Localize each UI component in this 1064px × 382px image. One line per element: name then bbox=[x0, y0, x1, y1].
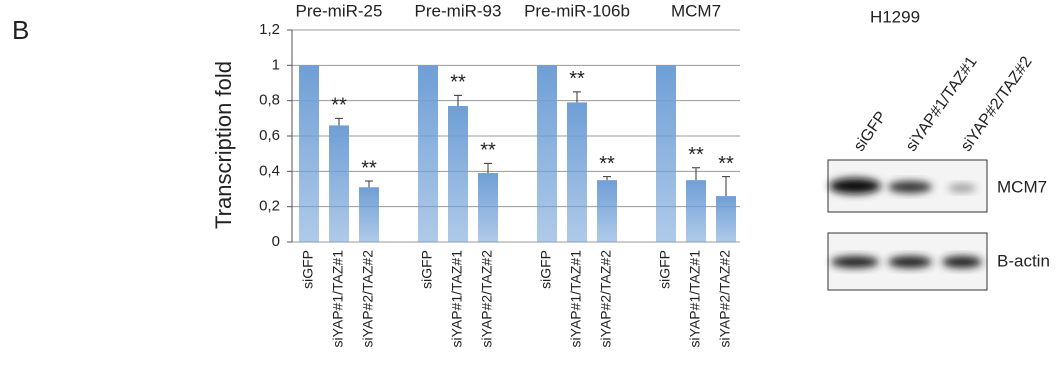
error-bar bbox=[573, 91, 581, 103]
bar bbox=[448, 105, 468, 242]
x-tick-label: siYAP#2/TAZ#2 bbox=[479, 250, 495, 348]
band bbox=[948, 184, 976, 192]
x-tick-label: siGFP bbox=[419, 250, 435, 289]
bar bbox=[567, 102, 587, 242]
significance: ** bbox=[450, 72, 466, 94]
band bbox=[942, 256, 982, 268]
x-tick-label: siYAP#2/TAZ#2 bbox=[717, 250, 733, 348]
row-label: B-actin bbox=[997, 251, 1050, 270]
significance: ** bbox=[569, 68, 585, 90]
x-tick-label: siGFP bbox=[657, 250, 673, 289]
error-bar bbox=[484, 162, 492, 174]
y-tick-label: 1,2 bbox=[259, 21, 280, 38]
y-tick-label: 0,2 bbox=[259, 198, 280, 215]
bar bbox=[329, 125, 349, 242]
band bbox=[831, 256, 879, 268]
band bbox=[888, 181, 932, 193]
bar bbox=[537, 65, 557, 242]
x-tick-label: siYAP#1/TAZ#1 bbox=[687, 250, 703, 348]
x-tick-label: siYAP#1/TAZ#1 bbox=[330, 250, 346, 348]
error-bar bbox=[722, 176, 730, 197]
x-tick-label: siYAP#2/TAZ#2 bbox=[360, 250, 376, 348]
bar bbox=[716, 196, 736, 242]
significance: ** bbox=[480, 140, 496, 162]
group-title: MCM7 bbox=[671, 1, 721, 20]
y-tick-label: 0 bbox=[272, 233, 280, 250]
y-tick-label: 0,6 bbox=[259, 127, 280, 144]
band bbox=[888, 256, 932, 268]
lane-label: siGFP bbox=[851, 109, 890, 155]
error-bar bbox=[365, 180, 373, 188]
group-title: Pre-miR-93 bbox=[415, 1, 502, 20]
row-label: MCM7 bbox=[997, 177, 1047, 196]
significance: ** bbox=[688, 144, 704, 166]
blot-title: H1299 bbox=[870, 7, 920, 26]
significance: ** bbox=[599, 153, 615, 175]
x-tick-label: siGFP bbox=[538, 250, 554, 289]
y-tick-label: 0,4 bbox=[259, 162, 280, 179]
x-tick-label: siYAP#2/TAZ#2 bbox=[598, 250, 614, 348]
y-tick-label: 0,8 bbox=[259, 92, 280, 109]
y-tick-label: 1 bbox=[272, 56, 280, 73]
significance: ** bbox=[331, 95, 347, 117]
group-title: Pre-miR-25 bbox=[296, 1, 383, 20]
bar bbox=[299, 65, 319, 242]
x-tick-label: siGFP bbox=[300, 250, 316, 289]
panel-label: B bbox=[12, 15, 29, 45]
significance: ** bbox=[718, 153, 734, 175]
bar bbox=[597, 180, 617, 242]
error-bar bbox=[335, 117, 343, 126]
error-bar bbox=[454, 94, 462, 106]
significance: ** bbox=[361, 157, 377, 179]
error-bar bbox=[692, 167, 700, 181]
y-axis-title: Transcription fold bbox=[211, 61, 236, 229]
bar bbox=[656, 65, 676, 242]
x-tick-label: siYAP#1/TAZ#1 bbox=[568, 250, 584, 348]
x-tick-label: siYAP#1/TAZ#1 bbox=[449, 250, 465, 348]
error-bar bbox=[603, 176, 611, 181]
band bbox=[829, 178, 881, 194]
bar bbox=[418, 65, 438, 242]
western-blot: H1299 siGFP siYAP#1/TAZ#1 siYAP#2/TAZ#2 … bbox=[827, 7, 1050, 291]
bar bbox=[478, 173, 498, 242]
group-title: Pre-miR-106b bbox=[524, 1, 630, 20]
bar bbox=[359, 187, 379, 242]
bar bbox=[686, 180, 706, 242]
